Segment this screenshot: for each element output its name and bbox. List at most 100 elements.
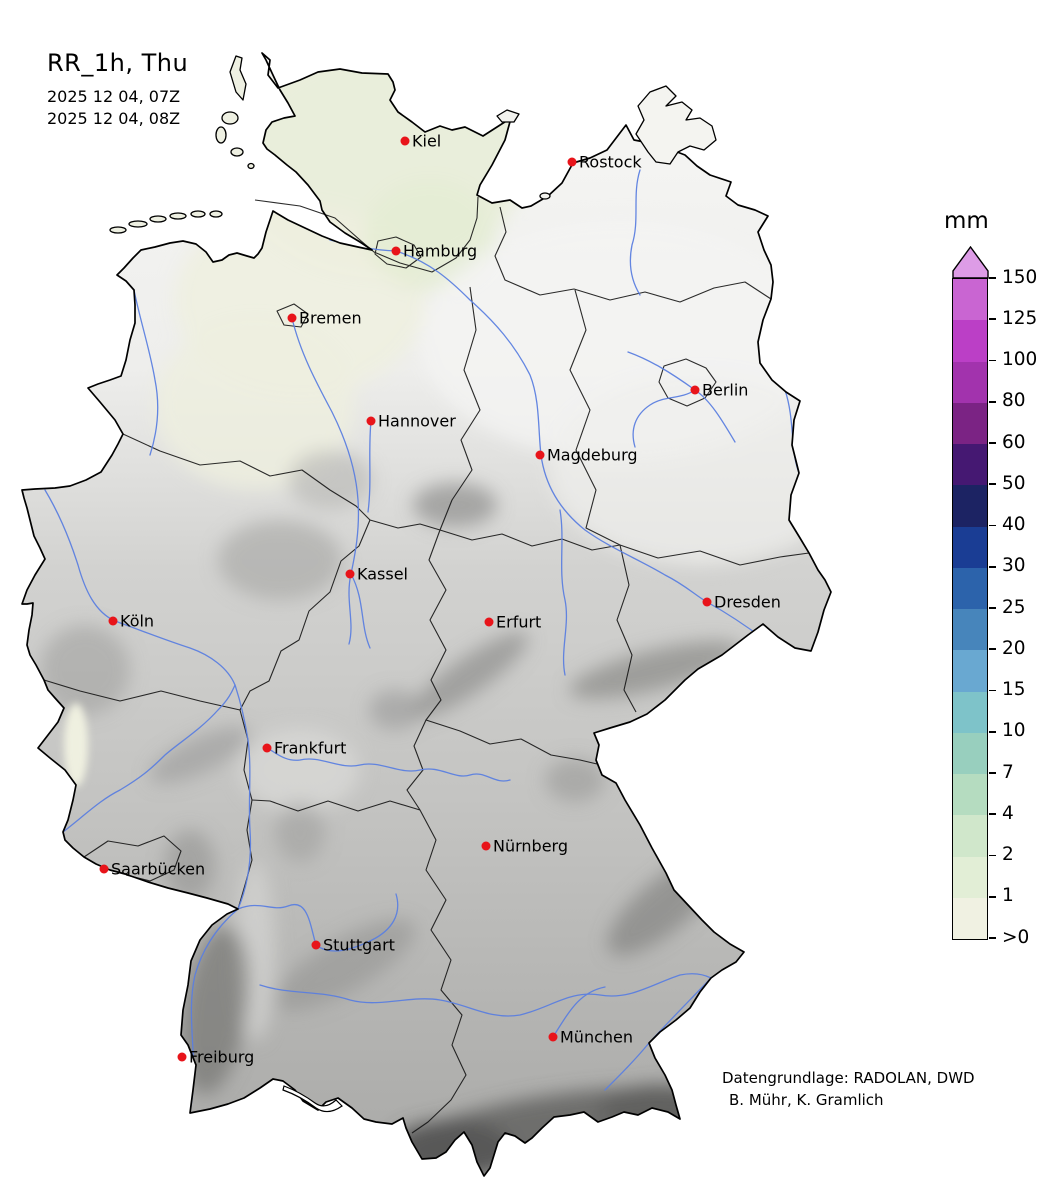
city-label: Berlin (702, 381, 748, 400)
colorbar-tick (989, 772, 996, 774)
lake-constance (282, 1085, 343, 1113)
attribution-source: Datengrundlage: RADOLAN, DWD (722, 1069, 975, 1087)
timestamp-end: 2025 12 04, 08Z (47, 108, 181, 128)
city-marker (311, 940, 321, 950)
city-label: Hamburg (403, 242, 477, 261)
colorbar-tick (989, 813, 996, 816)
colorbar-segment (953, 485, 987, 527)
city-label: Freiburg (189, 1048, 254, 1067)
state-borders (43, 196, 810, 1134)
colorbar-segment (953, 897, 987, 939)
colorbar-tick-label: 15 (1002, 679, 1026, 700)
colorbar-tick-label: 25 (1002, 596, 1026, 618)
colorbar-tick-label: 20 (1002, 637, 1026, 659)
city-marker (567, 157, 577, 167)
colorbar-tick-label: 10 (1002, 720, 1026, 742)
colorbar-segment (953, 732, 987, 774)
colorbar-tick-label: 40 (1002, 514, 1026, 535)
city-label: Dresden (714, 593, 781, 612)
city-label: Kiel (412, 132, 441, 151)
city-marker (177, 1052, 187, 1062)
city-marker (548, 1032, 558, 1042)
city-label: Rostock (579, 153, 642, 172)
colorbar-tick-label: 50 (1002, 472, 1026, 494)
colorbar-tick (989, 524, 996, 527)
city-label: Stuttgart (323, 936, 395, 955)
city-label: Bremen (299, 309, 362, 328)
city-marker (484, 617, 494, 627)
attribution: Datengrundlage: RADOLAN, DWD B. Mühr, K.… (722, 1067, 975, 1111)
city-marker (481, 841, 491, 851)
colorbar-tick-label: 2 (1002, 844, 1014, 865)
colorbar-tick-label: >0 (1002, 926, 1030, 948)
city-marker (690, 385, 700, 395)
colorbar-segment (953, 815, 987, 857)
colorbar-segment (953, 361, 987, 403)
country-outline (21, 52, 832, 1177)
city-label: Erfurt (496, 613, 541, 632)
map-header: RR_1h, Thu 2025 12 04, 07Z 2025 12 04, 0… (47, 48, 188, 129)
colorbar-segment (953, 774, 987, 816)
colorbar-tick (989, 483, 996, 486)
colorbar-tick (989, 895, 996, 898)
colorbar-tick (989, 937, 996, 939)
colorbar-tick-label: 80 (1002, 390, 1026, 412)
city-marker (702, 597, 712, 607)
colorbar-tick (989, 854, 996, 857)
colorbar-tick-label: 125 (1002, 307, 1038, 329)
colorbar-tick-label: 4 (1002, 802, 1014, 824)
colorbar-segment (953, 444, 987, 486)
city-label: München (560, 1028, 633, 1047)
city-label: Kassel (357, 565, 408, 584)
city-marker (287, 313, 297, 323)
city-marker (262, 743, 272, 753)
city-label: Nürnberg (493, 837, 568, 856)
colorbar-tick (989, 359, 996, 362)
colorbar-tick (989, 607, 996, 609)
colorbar-tick (989, 277, 996, 279)
colorbar-segment (953, 856, 987, 898)
city-label: Magdeburg (547, 446, 638, 465)
city-label: Hannover (378, 412, 456, 431)
colorbar-unit-label: mm (944, 208, 989, 234)
colorbar-tick-label: 100 (1002, 349, 1038, 370)
page-title: RR_1h, Thu (47, 49, 189, 77)
colorbar-tick (989, 318, 996, 321)
timestamp-start: 2025 12 04, 07Z (47, 87, 181, 106)
colorbar-tick (989, 648, 996, 651)
colorbar-segment (953, 279, 987, 321)
colorbar-segment (953, 402, 987, 444)
colorbar-tick-label: 60 (1002, 431, 1026, 453)
colorbar-tick-label: 30 (1002, 555, 1026, 577)
colorbar-tick-label: 7 (1002, 761, 1014, 783)
city-marker (366, 416, 376, 426)
city-marker (391, 246, 401, 256)
city-marker (345, 569, 355, 579)
city-markers-layer: Kiel Rostock Hamburg Bremen Berlin Hannover Ma… (99, 132, 781, 1067)
city-marker (535, 450, 545, 460)
colorbar-segment (953, 320, 987, 362)
colorbar-tick (989, 442, 996, 444)
colorbar-overflow-arrow (952, 246, 989, 279)
colorbar-segment (953, 609, 987, 651)
colorbar-segment (953, 650, 987, 692)
city-marker (99, 864, 109, 874)
city-marker (400, 136, 410, 146)
colorbar-tick (989, 689, 996, 692)
city-label: Frankfurt (274, 739, 346, 758)
timestamp-block: 2025 12 04, 07Z 2025 12 04, 08Z (47, 86, 188, 129)
colorbar-segment (953, 691, 987, 733)
city-marker (108, 616, 118, 626)
colorbar-tick-label: 1 (1002, 885, 1014, 907)
city-label: Saarbücken (111, 860, 205, 879)
colorbar-scale (952, 278, 988, 940)
colorbar-tick (989, 400, 996, 403)
city-label: Köln (120, 612, 154, 631)
colorbar-tick-label: 150 (1002, 266, 1038, 288)
islands (109, 55, 717, 234)
colorbar-segment (953, 526, 987, 568)
colorbar-tick (989, 730, 996, 733)
colorbar-segment (953, 567, 987, 609)
